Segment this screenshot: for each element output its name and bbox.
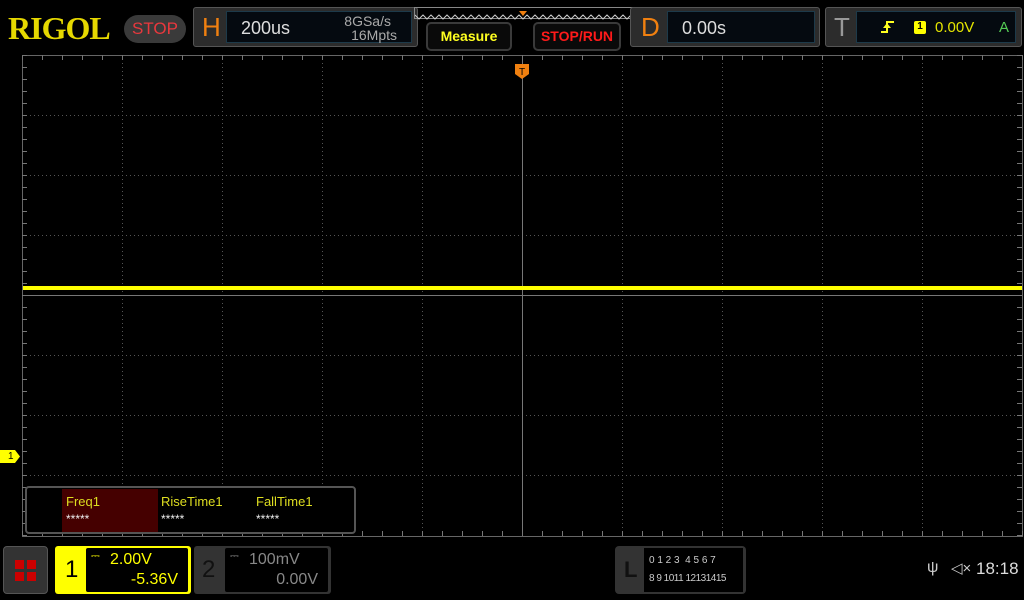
measurement-item[interactable]: FallTime1 ***** — [256, 494, 346, 526]
channel2-panel[interactable]: 2 ⎓ 100mV 0.00V — [194, 546, 331, 594]
trigger-source-badge: 1 — [914, 21, 926, 34]
trigger-panel[interactable]: T 1 0.00V A — [825, 7, 1022, 47]
timebase-value: 200us — [241, 18, 291, 38]
channel2-offset: 0.00V — [276, 571, 318, 588]
measurement-item[interactable]: Freq1 ***** — [66, 494, 156, 526]
rising-edge-icon — [881, 21, 894, 33]
trigger-position-marker[interactable]: T — [515, 64, 530, 80]
logic-label: L — [624, 557, 638, 582]
sample-rate: 8GSa/s — [344, 13, 391, 29]
delay-value: 0.00s — [682, 18, 727, 38]
menu-button[interactable] — [3, 546, 48, 594]
channel1-scale: 2.00V — [110, 551, 152, 568]
logic-channels-row2: 8 9 1011 12131415 — [649, 573, 726, 584]
channel1-trace — [23, 286, 1022, 290]
clock: 18:18 — [976, 559, 1019, 578]
dc-coupling-icon: ⎓ — [230, 550, 239, 562]
delay-panel[interactable]: D 0.00s — [630, 7, 820, 47]
svg-text:T: T — [519, 67, 525, 78]
stop-run-button[interactable]: STOP/RUN — [533, 22, 621, 51]
horizontal-panel[interactable]: H 200us 8GSa/s 16Mpts — [193, 7, 418, 47]
channel2-scale: 100mV — [249, 551, 300, 568]
channel1-offset: -5.36V — [130, 571, 178, 588]
measurement-item[interactable]: RiseTime1 ***** — [161, 494, 251, 526]
channel2-number: 2 — [202, 556, 216, 583]
measurement-name: Freq1 — [66, 494, 100, 509]
logic-channels-row1: 0 1 2 3 4 5 6 7 — [649, 555, 716, 566]
run-state-badge[interactable]: STOP — [124, 15, 186, 43]
trigger-label: T — [834, 12, 850, 42]
dc-coupling-icon: ⎓ — [91, 550, 100, 562]
measurement-value: ***** — [66, 512, 90, 526]
measurement-value: ***** — [161, 512, 185, 526]
measure-button[interactable]: Measure — [426, 22, 512, 51]
trigger-level: 0.00V — [935, 19, 975, 36]
waveform-position-bar — [414, 7, 634, 20]
grid-menu-icon — [15, 560, 36, 581]
measurement-value: ***** — [256, 512, 280, 526]
channel1-panel[interactable]: 1 ⎓ 2.00V -5.36V — [55, 546, 191, 594]
channel1-offset-marker[interactable]: 1 — [0, 450, 20, 463]
channel1-number: 1 — [65, 556, 79, 583]
measurement-name: RiseTime1 — [161, 494, 223, 509]
rigol-logo: RIGOL — [8, 10, 111, 46]
trigger-mode: A — [999, 19, 1010, 36]
measurement-panel: Freq1 ***** RiseTime1 ***** FallTime1 **… — [25, 486, 356, 534]
usb-icon: ψ — [927, 559, 939, 576]
measurement-name: FallTime1 — [256, 494, 313, 509]
logic-panel[interactable]: L 0 1 2 3 4 5 6 7 8 9 1011 12131415 — [615, 546, 746, 594]
waveform-grid — [22, 55, 1023, 537]
memory-depth: 16Mpts — [351, 27, 397, 43]
mute-icon[interactable]: ◁× — [951, 560, 972, 577]
horizontal-label: H — [202, 12, 221, 42]
delay-label: D — [641, 12, 660, 42]
